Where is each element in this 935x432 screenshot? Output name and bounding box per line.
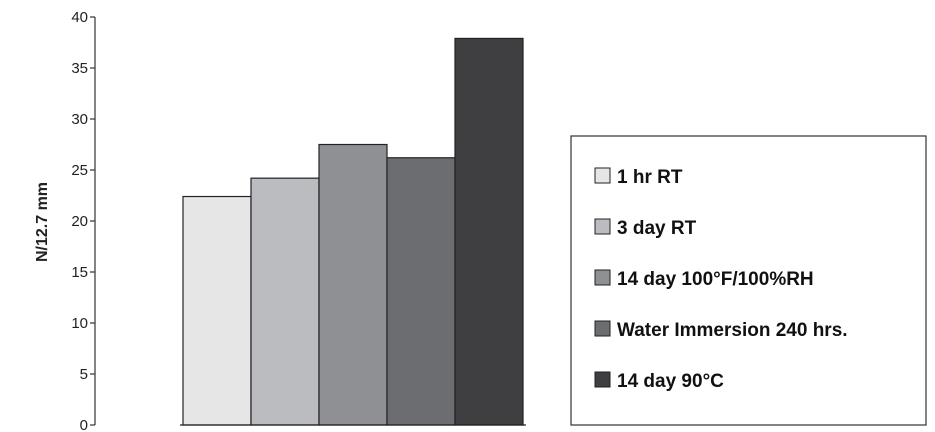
bars bbox=[180, 37, 526, 426]
bar bbox=[250, 177, 320, 426]
y-tick-label: 0 bbox=[80, 417, 88, 432]
bar bbox=[386, 157, 456, 426]
y-tick-label: 30 bbox=[71, 111, 88, 128]
legend-label: Water Immersion 240 hrs. bbox=[617, 320, 848, 341]
legend-label: 14 day 90°C bbox=[617, 371, 724, 392]
y-axis: 0 5 10 15 20 25 30 35 40 bbox=[71, 9, 96, 432]
legend-swatch bbox=[594, 167, 611, 184]
y-tick-label: 15 bbox=[71, 264, 88, 281]
bar bbox=[182, 195, 252, 426]
y-tick-label: 5 bbox=[80, 366, 88, 383]
legend-swatch bbox=[594, 320, 611, 337]
legend-label: 14 day 100°F/100%RH bbox=[617, 269, 814, 290]
legend-label: 3 day RT bbox=[617, 218, 697, 239]
y-tick-label: 10 bbox=[71, 315, 88, 332]
legend-swatch bbox=[594, 269, 611, 286]
legend-swatch bbox=[594, 218, 611, 235]
legend-label: 1 hr RT bbox=[617, 167, 683, 188]
bar bbox=[318, 143, 388, 426]
y-tick-label: 40 bbox=[71, 9, 88, 26]
y-tick-label: 20 bbox=[71, 213, 88, 230]
legend-swatch bbox=[594, 371, 611, 388]
y-axis-label: N/12.7 mm bbox=[34, 182, 51, 262]
legend-box bbox=[570, 135, 927, 426]
legend: 1 hr RT 3 day RT 14 day 100°F/100%RH Water … bbox=[594, 167, 848, 392]
bar bbox=[454, 37, 524, 426]
y-tick-label: 25 bbox=[71, 162, 88, 179]
y-tick-label: 35 bbox=[71, 60, 88, 77]
